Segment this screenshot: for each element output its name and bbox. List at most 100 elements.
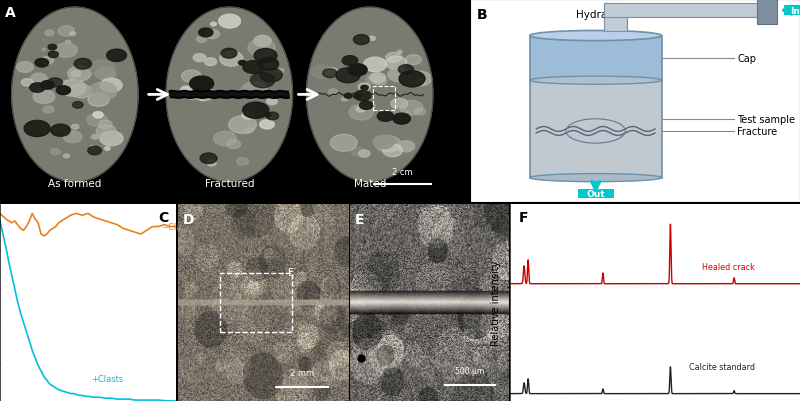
Text: Fractured: Fractured bbox=[205, 178, 254, 188]
FancyBboxPatch shape bbox=[604, 4, 627, 32]
Ellipse shape bbox=[245, 128, 254, 134]
Polygon shape bbox=[166, 8, 293, 182]
Ellipse shape bbox=[205, 30, 219, 40]
Ellipse shape bbox=[326, 69, 338, 77]
Ellipse shape bbox=[63, 154, 70, 158]
Text: 2 mm: 2 mm bbox=[290, 369, 314, 377]
Ellipse shape bbox=[42, 57, 54, 65]
Ellipse shape bbox=[90, 146, 94, 149]
Ellipse shape bbox=[200, 98, 204, 101]
Ellipse shape bbox=[181, 87, 192, 94]
Text: Mated: Mated bbox=[354, 178, 386, 188]
Bar bbox=[373, 87, 395, 111]
Text: 2 cm: 2 cm bbox=[392, 167, 413, 176]
Ellipse shape bbox=[93, 112, 103, 119]
Ellipse shape bbox=[249, 96, 255, 99]
Ellipse shape bbox=[55, 44, 78, 58]
Ellipse shape bbox=[354, 36, 370, 45]
Ellipse shape bbox=[48, 79, 62, 88]
Ellipse shape bbox=[214, 132, 237, 146]
Ellipse shape bbox=[390, 99, 408, 110]
Ellipse shape bbox=[248, 40, 275, 57]
Ellipse shape bbox=[190, 77, 214, 92]
Text: Test sample: Test sample bbox=[738, 115, 795, 124]
Ellipse shape bbox=[237, 158, 249, 166]
Ellipse shape bbox=[400, 101, 422, 115]
Ellipse shape bbox=[242, 103, 269, 119]
Ellipse shape bbox=[369, 37, 375, 41]
Text: D: D bbox=[182, 213, 194, 226]
Ellipse shape bbox=[374, 78, 386, 86]
Ellipse shape bbox=[250, 73, 274, 89]
Ellipse shape bbox=[194, 55, 206, 63]
Ellipse shape bbox=[41, 81, 54, 90]
Ellipse shape bbox=[42, 49, 46, 52]
Ellipse shape bbox=[100, 132, 123, 146]
FancyBboxPatch shape bbox=[530, 36, 662, 81]
Ellipse shape bbox=[22, 79, 33, 87]
Text: B: B bbox=[477, 8, 488, 22]
Text: Healed crack: Healed crack bbox=[702, 263, 754, 271]
Ellipse shape bbox=[359, 102, 373, 110]
Ellipse shape bbox=[393, 114, 410, 125]
Ellipse shape bbox=[358, 150, 370, 158]
Ellipse shape bbox=[344, 94, 352, 99]
Ellipse shape bbox=[363, 58, 386, 73]
Ellipse shape bbox=[89, 83, 117, 101]
Ellipse shape bbox=[70, 85, 92, 99]
Ellipse shape bbox=[311, 66, 332, 79]
FancyBboxPatch shape bbox=[530, 81, 662, 178]
Ellipse shape bbox=[356, 107, 366, 113]
Ellipse shape bbox=[354, 94, 362, 99]
Ellipse shape bbox=[366, 75, 382, 85]
Ellipse shape bbox=[68, 67, 91, 82]
Text: E: E bbox=[354, 213, 364, 226]
Ellipse shape bbox=[265, 114, 270, 117]
Ellipse shape bbox=[184, 89, 201, 100]
Polygon shape bbox=[306, 8, 433, 182]
Ellipse shape bbox=[241, 92, 250, 98]
Ellipse shape bbox=[218, 15, 241, 29]
Text: In: In bbox=[790, 7, 800, 16]
Ellipse shape bbox=[56, 87, 70, 95]
Ellipse shape bbox=[194, 87, 206, 95]
Ellipse shape bbox=[278, 69, 284, 73]
Ellipse shape bbox=[260, 69, 282, 83]
FancyBboxPatch shape bbox=[604, 4, 761, 18]
Text: Hydraulic circuit flow studies: Hydraulic circuit flow studies bbox=[576, 10, 727, 20]
Ellipse shape bbox=[35, 59, 49, 68]
Ellipse shape bbox=[342, 98, 347, 102]
Ellipse shape bbox=[409, 72, 432, 87]
Ellipse shape bbox=[370, 73, 386, 83]
Ellipse shape bbox=[87, 114, 107, 127]
Ellipse shape bbox=[242, 112, 254, 120]
Ellipse shape bbox=[205, 59, 217, 67]
Text: +Clasts: +Clasts bbox=[91, 374, 123, 383]
Ellipse shape bbox=[48, 45, 57, 51]
Text: E: E bbox=[288, 267, 294, 277]
Ellipse shape bbox=[406, 55, 422, 65]
Text: Out: Out bbox=[586, 190, 605, 198]
Text: A: A bbox=[5, 6, 15, 20]
Text: C: C bbox=[158, 211, 169, 225]
Ellipse shape bbox=[530, 31, 662, 42]
Ellipse shape bbox=[342, 57, 358, 66]
Ellipse shape bbox=[88, 93, 110, 107]
Text: Fracture: Fracture bbox=[738, 127, 778, 137]
Ellipse shape bbox=[58, 27, 74, 37]
Ellipse shape bbox=[24, 121, 50, 137]
Ellipse shape bbox=[378, 112, 394, 122]
Ellipse shape bbox=[50, 125, 70, 137]
Ellipse shape bbox=[322, 70, 337, 78]
Ellipse shape bbox=[253, 59, 273, 71]
Ellipse shape bbox=[30, 83, 45, 93]
Ellipse shape bbox=[351, 148, 365, 157]
Ellipse shape bbox=[43, 107, 54, 113]
Ellipse shape bbox=[388, 69, 410, 83]
Ellipse shape bbox=[373, 136, 394, 149]
Ellipse shape bbox=[375, 136, 401, 153]
Ellipse shape bbox=[50, 149, 60, 155]
Ellipse shape bbox=[48, 52, 58, 59]
Ellipse shape bbox=[45, 31, 54, 36]
Ellipse shape bbox=[398, 51, 402, 55]
